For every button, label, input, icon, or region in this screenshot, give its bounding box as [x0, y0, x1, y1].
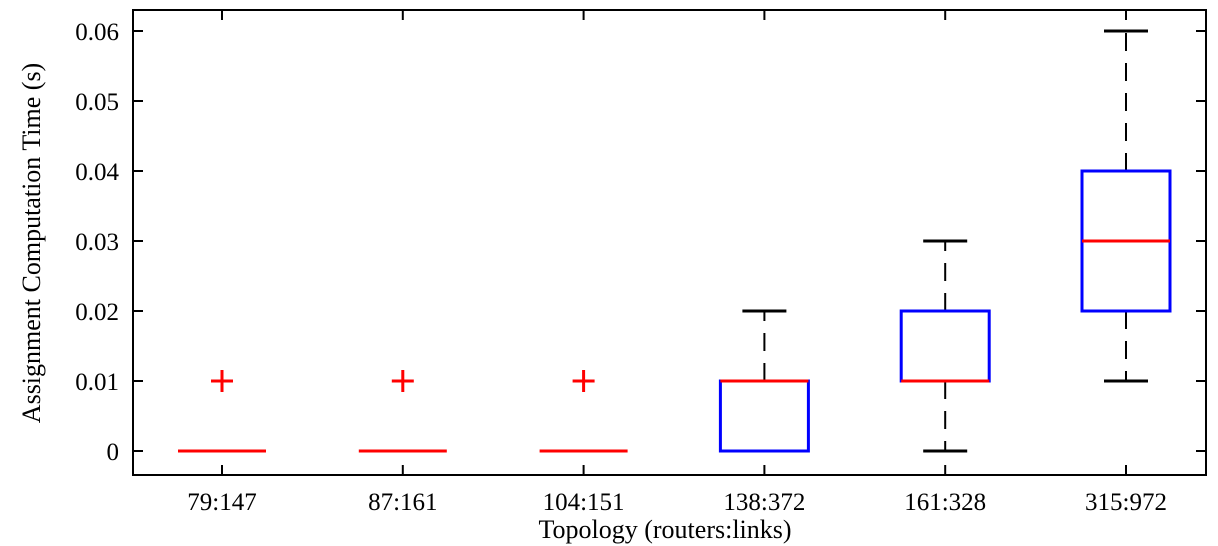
y-axis: 0 0.01 0.02 0.03 0.04 0.05 0.06: [75, 19, 1206, 466]
y-tick-label: 0.03: [75, 229, 119, 256]
box-1: [358, 370, 447, 453]
y-tick-label: 0.05: [75, 89, 119, 116]
x-tick-label: 104:151: [543, 489, 625, 516]
x-tick-label: 79:147: [187, 489, 256, 516]
x-tick-label: 138:372: [723, 489, 805, 516]
x-tick-label: 87:161: [368, 489, 437, 516]
box-series: [178, 29, 1172, 453]
x-tick-label: 161:328: [904, 489, 986, 516]
y-tick-label: 0.02: [75, 299, 119, 326]
box-5: [1080, 29, 1172, 383]
y-tick-label: 0.04: [75, 159, 119, 186]
box-2: [539, 370, 628, 453]
x-axis: 79:147 87:161 104:151 138:372 161:328 315:972: [187, 10, 1167, 516]
y-axis-label: Assignment Computation Time (s): [17, 63, 46, 423]
y-tick-label: 0.06: [75, 19, 119, 46]
box-0: [178, 370, 266, 453]
box-iqr: [718, 379, 810, 453]
box-3: [718, 309, 810, 453]
box-4: [899, 239, 991, 453]
x-tick-label: 315:972: [1085, 489, 1167, 516]
y-tick-label: 0: [107, 439, 120, 466]
x-axis-label: Topology (routers:links): [538, 515, 791, 544]
plot-area-frame: [132, 9, 1207, 476]
box-iqr: [899, 309, 991, 383]
y-tick-label: 0.01: [75, 369, 119, 396]
